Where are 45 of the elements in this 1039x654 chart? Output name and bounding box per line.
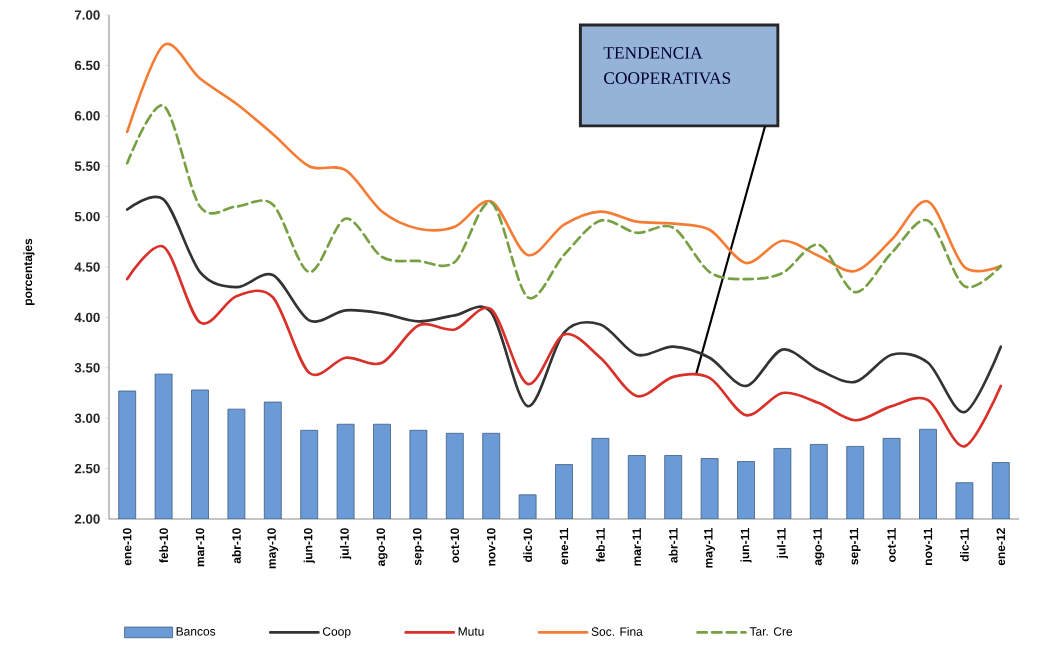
x-tick-label: ene-12 xyxy=(996,528,1006,566)
y-tick-label: 2.00 xyxy=(74,514,100,524)
legend-label: Coop xyxy=(322,627,351,639)
x-tick-label: ene-11 xyxy=(559,528,569,565)
y-tick-label: 4.00 xyxy=(74,312,100,323)
x-tick-label: mar-10 xyxy=(195,528,205,567)
y-axis-title: porcentajes xyxy=(23,238,35,305)
y-tick-label: 6.00 xyxy=(74,111,100,121)
x-tick-label: sep-10 xyxy=(412,528,424,566)
x-tick-label: abr-11 xyxy=(668,528,678,563)
y-tick-label: 2.50 xyxy=(74,463,100,474)
x-tick-label: may-11 xyxy=(704,528,715,568)
legend-label: Soc. Fina xyxy=(591,627,643,636)
x-tick-label: feb-10 xyxy=(159,528,169,563)
x-tick-label: jun-10 xyxy=(303,528,315,564)
x-tick-label: mar-11 xyxy=(632,528,641,566)
legend-label: Mutu xyxy=(458,627,484,636)
legend-label: Tar. Cre xyxy=(749,627,793,636)
x-tick-label: jul-10 xyxy=(340,528,352,560)
x-tick-label: abr-10 xyxy=(231,528,241,564)
x-tick-label: jun-11 xyxy=(740,528,752,563)
line-series xyxy=(125,245,1003,448)
y-tick-label: 4.50 xyxy=(74,262,100,272)
x-tick-label: ene-10 xyxy=(122,528,132,566)
y-tick-label: 5.50 xyxy=(74,161,100,171)
x-tick-label: jul-11 xyxy=(776,528,788,559)
x-tick-label: sep-11 xyxy=(849,528,861,565)
x-tick-label: oct-11 xyxy=(887,528,896,562)
y-tick-label: 3.50 xyxy=(74,363,100,373)
legend-label: Bancos xyxy=(176,627,216,636)
x-tick-label: dic-11 xyxy=(960,528,969,562)
annotation: TENDENCIA COOPERATIVAS xyxy=(603,47,731,85)
x-tick-label: dic-10 xyxy=(523,528,533,562)
x-tick-label: nov-11 xyxy=(923,528,933,565)
y-tick-label: 5.00 xyxy=(74,211,100,222)
x-tick-label: may-10 xyxy=(267,528,279,569)
x-tick-label: oct-10 xyxy=(450,528,460,563)
x-tick-label: feb-11 xyxy=(596,528,605,563)
y-tick-label: 6.50 xyxy=(74,60,100,71)
x-tick-label: ago-11 xyxy=(813,528,825,566)
y-tick-label: 7.00 xyxy=(74,10,100,20)
line-series xyxy=(125,104,1003,299)
x-tick-label: ago-10 xyxy=(376,528,388,567)
y-tick-label: 3.00 xyxy=(74,413,100,423)
x-tick-label: nov-10 xyxy=(486,528,496,566)
